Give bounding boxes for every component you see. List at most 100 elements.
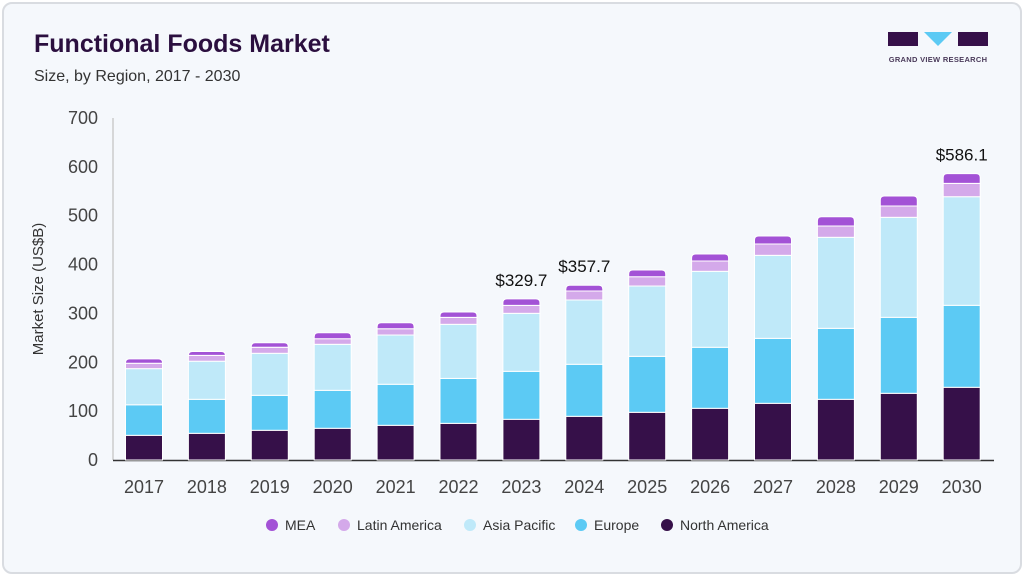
bar-segment-latin-america (691, 260, 730, 272)
bar-segment-mea (502, 298, 541, 306)
bar-segment-north-america (816, 398, 855, 461)
logo-mark-icon (888, 32, 988, 46)
bar-segment-asia-pacific (754, 254, 792, 339)
x-tick-label: 2028 (816, 477, 856, 497)
bar-segment-north-america (879, 392, 918, 461)
bar-segment-latin-america (313, 338, 352, 345)
x-tick-label: 2024 (564, 477, 604, 497)
bar-segment-mea (754, 235, 792, 245)
bar-segment-north-america (565, 415, 604, 461)
bar-segment-europe (879, 316, 918, 394)
bar-segment-latin-america (942, 182, 981, 198)
bar-segment-asia-pacific (313, 343, 352, 391)
bar-segment-asia-pacific (691, 270, 730, 348)
bar-segment-europe (628, 355, 667, 413)
logo-text: GRAND VIEW RESEARCH (888, 55, 988, 64)
y-tick-label: 300 (68, 303, 98, 323)
bar-segment-mea (439, 311, 478, 318)
bar-segment-north-america (250, 429, 289, 461)
bar-segment-north-america (628, 411, 667, 461)
bar-segment-europe (187, 398, 226, 434)
bar-segment-north-america (754, 402, 792, 461)
bar-segment-latin-america (187, 354, 226, 362)
bar-segment-north-america (125, 434, 163, 461)
legend-label: Latin America (357, 517, 442, 533)
bar-segment-mea (628, 269, 667, 278)
bar-segment-europe (439, 377, 478, 424)
bar-segment-latin-america (879, 205, 918, 218)
bar-segment-europe (942, 304, 981, 388)
y-tick-label: 200 (68, 352, 98, 372)
bar-segment-mea (250, 342, 289, 348)
bar-segment-north-america (502, 418, 541, 461)
x-tick-label: 2018 (187, 477, 227, 497)
bar-segment-europe (816, 327, 855, 400)
chart-subtitle: Size, by Region, 2017 - 2030 (34, 68, 241, 85)
legend-swatch-europe (575, 519, 587, 531)
legend-label: MEA (285, 517, 316, 533)
x-tick-label: 2019 (250, 477, 290, 497)
y-tick-label: 0 (88, 450, 98, 470)
x-tick-label: 2026 (690, 477, 730, 497)
chart-title: Functional Foods Market (34, 30, 330, 58)
legend-label: Asia Pacific (483, 517, 555, 533)
y-tick-label: 100 (68, 401, 98, 421)
bar-segment-asia-pacific (187, 360, 226, 400)
bar-segment-latin-america (754, 243, 792, 256)
y-tick-label: 600 (68, 157, 98, 177)
bar-segment-north-america (187, 432, 226, 461)
bar-segment-mea (376, 322, 415, 330)
y-tick-label: 500 (68, 206, 98, 226)
bar-segment-mea (816, 216, 855, 227)
bar-segment-asia-pacific (942, 196, 981, 306)
x-tick-label: 2025 (627, 477, 667, 497)
bar-segment-asia-pacific (565, 299, 604, 365)
bar-segment-latin-america (250, 346, 289, 354)
y-tick-label: 700 (68, 108, 98, 128)
bar-segment-mea (691, 253, 730, 262)
bar-segment-latin-america (502, 304, 541, 314)
bar-segment-asia-pacific (125, 368, 163, 406)
bar-segment-latin-america (628, 276, 667, 287)
bar-segment-europe (250, 394, 289, 431)
bar-segment-latin-america (125, 362, 163, 370)
data-label: $586.1 (936, 146, 988, 165)
bar-segment-asia-pacific (250, 352, 289, 396)
bar-segment-asia-pacific (502, 312, 541, 372)
bar-segment-north-america (942, 386, 981, 461)
bar-segment-europe (565, 363, 604, 417)
bar-segment-asia-pacific (376, 334, 415, 385)
bar-segment-europe (502, 370, 541, 420)
bar-segment-latin-america (816, 225, 855, 238)
x-tick-label: 2021 (376, 477, 416, 497)
bar-segment-mea (942, 173, 981, 184)
bar-segment-latin-america (565, 290, 604, 301)
bar-segment-asia-pacific (816, 236, 855, 329)
legend-swatch-mea (266, 519, 278, 531)
bar-segment-latin-america (376, 328, 415, 336)
data-label: $329.7 (495, 271, 547, 290)
grand-view-research-logo: GRAND VIEW RESEARCH (886, 30, 990, 66)
bar-segment-europe (376, 383, 415, 426)
x-tick-label: 2020 (313, 477, 353, 497)
bar-segment-asia-pacific (439, 323, 478, 379)
bar-segment-mea (125, 358, 163, 364)
bar-segment-asia-pacific (879, 216, 918, 318)
bar-segment-mea (187, 350, 226, 356)
bar-segment-latin-america (439, 316, 478, 325)
bar-segment-europe (313, 389, 352, 429)
y-axis-title: Market Size (US$B) (30, 223, 47, 356)
x-tick-label: 2027 (753, 477, 793, 497)
x-tick-label: 2017 (124, 477, 164, 497)
legend-swatch-latin-america (338, 519, 350, 531)
bar-segment-north-america (691, 407, 730, 461)
bar-segment-europe (691, 346, 730, 409)
legend-swatch-asia-pacific (464, 519, 476, 531)
bar-segment-mea (565, 284, 604, 292)
bar-segment-north-america (376, 424, 415, 461)
bar-segment-north-america (439, 422, 478, 461)
legend-swatch-north-america (661, 519, 673, 531)
bar-segment-north-america (313, 427, 352, 461)
x-tick-label: 2022 (438, 477, 478, 497)
